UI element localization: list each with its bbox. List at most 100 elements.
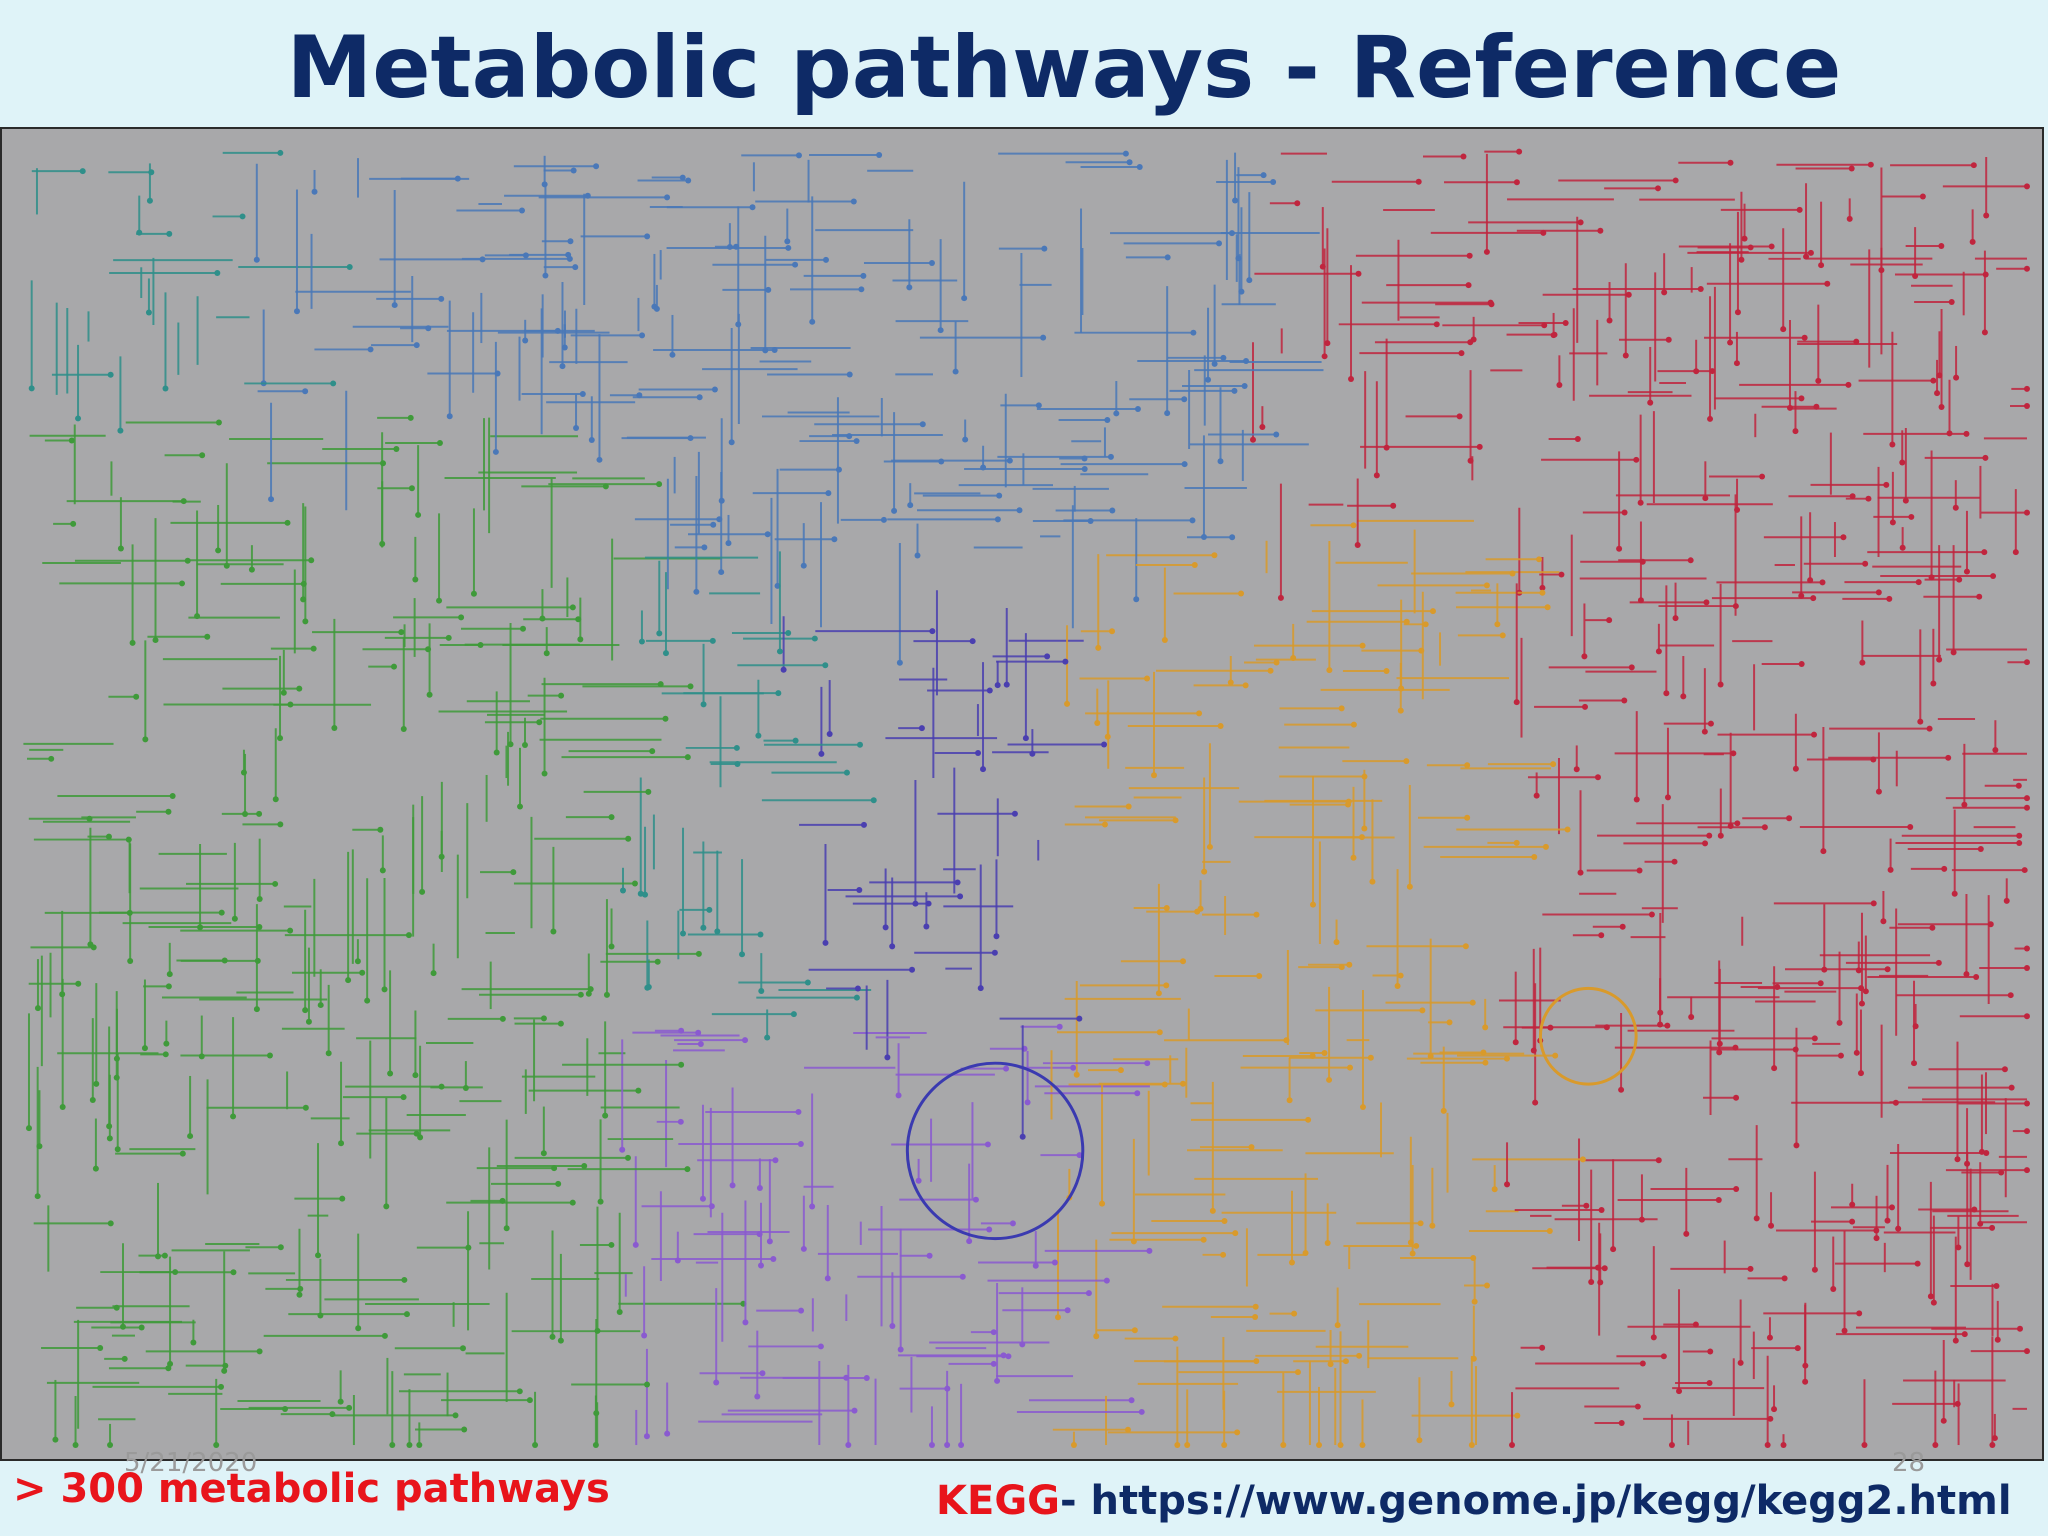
compound-node: [1938, 403, 1945, 410]
compound-node: [1625, 291, 1632, 298]
compound-node: [1836, 1019, 1843, 1026]
compound-node: [1610, 1246, 1617, 1253]
compound-node: [1886, 595, 1893, 602]
compound-node: [1514, 1412, 1521, 1419]
compound-node: [256, 1348, 263, 1355]
compound-node: [701, 544, 708, 551]
compound-node: [957, 893, 964, 900]
compound-node: [716, 516, 723, 523]
compound-node: [1858, 1000, 1865, 1007]
compound-node: [1260, 172, 1267, 179]
compound-node: [1889, 519, 1896, 526]
compound-node: [1413, 1242, 1420, 1249]
compound-node: [1494, 621, 1501, 628]
compound-node: [180, 498, 187, 505]
compound-node: [325, 1050, 332, 1057]
compound-node: [354, 958, 361, 965]
compound-node: [266, 1052, 273, 1059]
compound-node: [1802, 1362, 1809, 1369]
compound-node: [136, 229, 143, 236]
compound-node: [214, 269, 221, 276]
compound-node: [287, 927, 294, 934]
compound-node: [1231, 387, 1238, 394]
compound-node: [107, 1220, 114, 1227]
compound-node: [822, 939, 829, 946]
compound-node: [1134, 1090, 1141, 1097]
compound-node: [1657, 1021, 1664, 1028]
compound-node: [809, 1203, 816, 1210]
compound-node: [462, 1085, 469, 1092]
compound-node: [557, 1337, 564, 1344]
compound-node: [776, 648, 783, 655]
compound-node: [680, 930, 687, 937]
compound-node: [710, 521, 717, 528]
compound-node: [1482, 1024, 1489, 1031]
compound-node: [1741, 235, 1748, 242]
compound-node: [1099, 1200, 1106, 1207]
compound-node: [541, 770, 548, 777]
compound-node: [1415, 178, 1422, 185]
compound-node: [1588, 1279, 1595, 1286]
compound-node: [1693, 368, 1700, 375]
compound-node: [1987, 921, 1994, 928]
compound-node: [1767, 1415, 1774, 1422]
compound-node: [1811, 1266, 1818, 1273]
compound-node: [107, 1442, 114, 1449]
compound-node: [843, 769, 850, 776]
compound-node: [986, 687, 993, 694]
compound-node: [1324, 340, 1331, 347]
compound-node: [1347, 1064, 1354, 1071]
compound-node: [1798, 661, 1805, 667]
compound-node: [1326, 667, 1333, 674]
compound-node: [1087, 518, 1094, 525]
compound-node: [1172, 817, 1179, 824]
compound-node: [458, 614, 465, 621]
compound-node: [1113, 410, 1120, 417]
compound-node: [1040, 334, 1047, 341]
compound-node: [1981, 549, 1988, 556]
compound-node: [1161, 636, 1168, 643]
compound-node: [2023, 183, 2030, 190]
compound-node: [2016, 832, 2023, 839]
compound-node: [636, 392, 643, 399]
compound-node: [835, 466, 842, 473]
compound-node: [880, 516, 887, 523]
compound-node: [1016, 507, 1023, 514]
compound-node: [1683, 1230, 1690, 1237]
compound-node: [639, 332, 646, 339]
compound-node: [1994, 1336, 2001, 1343]
compound-node: [915, 1177, 922, 1184]
compound-node: [669, 351, 676, 358]
compound-node: [1661, 289, 1668, 296]
compound-node: [1422, 621, 1429, 628]
compound-node: [684, 754, 691, 761]
compound-node: [662, 715, 669, 722]
compound-node: [223, 562, 230, 569]
compound-node: [624, 1154, 631, 1161]
compound-node: [1468, 1442, 1475, 1449]
compound-node: [961, 295, 968, 302]
compound-node: [1998, 1169, 2005, 1176]
compound-node: [1076, 1152, 1083, 1159]
compound-node: [966, 1238, 973, 1245]
compound-node: [585, 990, 592, 997]
compound-node: [148, 169, 155, 176]
compound-node: [581, 1162, 588, 1169]
compound-node: [929, 628, 936, 635]
compound-node: [1144, 675, 1151, 682]
compound-node: [277, 735, 284, 742]
compound-node: [588, 436, 595, 443]
compound-node: [895, 1092, 902, 1099]
compound-node: [1163, 904, 1170, 911]
compound-node: [846, 371, 853, 378]
compound-node: [1717, 681, 1724, 688]
compound-node: [383, 1203, 390, 1210]
compound-node: [708, 1203, 715, 1210]
compound-node: [1302, 1250, 1309, 1257]
compound-node: [1618, 1420, 1625, 1426]
compound-node: [952, 368, 959, 375]
compound-node: [1471, 1298, 1478, 1305]
compound-node: [2017, 1325, 2023, 1332]
compound-node: [1768, 243, 1775, 250]
compound-node: [1128, 1397, 1135, 1404]
